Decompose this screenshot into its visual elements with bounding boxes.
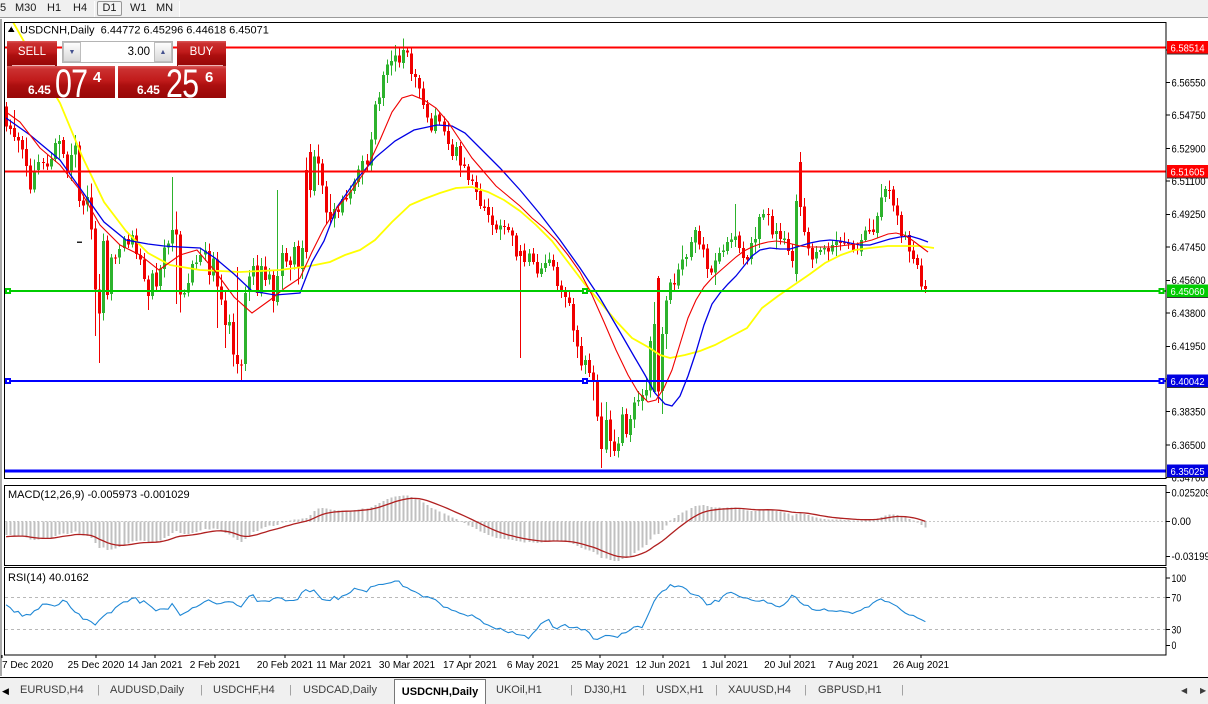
svg-text:6.40042: 6.40042 bbox=[1171, 376, 1205, 388]
svg-text:6 May 2021: 6 May 2021 bbox=[507, 660, 560, 671]
svg-text:6.45060: 6.45060 bbox=[1171, 286, 1205, 298]
svg-text:17 Apr 2021: 17 Apr 2021 bbox=[443, 660, 497, 671]
svg-text:0.00: 0.00 bbox=[1172, 516, 1192, 528]
svg-text:7 Aug 2021: 7 Aug 2021 bbox=[828, 660, 879, 671]
svg-text:6.36500: 6.36500 bbox=[1172, 440, 1206, 452]
svg-text:USDCNH,Daily 6.44772 6.45296: USDCNH,Daily 6.44772 6.45296 6.44618 6.4… bbox=[20, 25, 269, 37]
svg-text:6.51605: 6.51605 bbox=[1171, 167, 1205, 179]
svg-text:7 Dec 2020: 7 Dec 2020 bbox=[2, 660, 54, 671]
svg-text:6.56550: 6.56550 bbox=[1172, 77, 1206, 89]
svg-text:RSI(14) 40.0162: RSI(14) 40.0162 bbox=[8, 572, 89, 584]
svg-text:6.49250: 6.49250 bbox=[1172, 209, 1206, 221]
svg-text:6.38350: 6.38350 bbox=[1172, 406, 1206, 418]
svg-text:20 Feb 2021: 20 Feb 2021 bbox=[257, 660, 314, 671]
svg-text:12 Jun 2021: 12 Jun 2021 bbox=[635, 660, 690, 671]
svg-text:6.51100: 6.51100 bbox=[1172, 176, 1206, 188]
svg-text:11 Mar 2021: 11 Mar 2021 bbox=[316, 660, 372, 671]
svg-text:6.45600: 6.45600 bbox=[1172, 275, 1206, 287]
svg-text:25 Dec 2020: 25 Dec 2020 bbox=[68, 660, 125, 671]
svg-text:6.47450: 6.47450 bbox=[1172, 242, 1206, 254]
svg-text:0: 0 bbox=[1172, 640, 1177, 652]
svg-text:6.35025: 6.35025 bbox=[1171, 466, 1205, 478]
svg-text:6.41950: 6.41950 bbox=[1172, 341, 1206, 353]
svg-text:6.54750: 6.54750 bbox=[1172, 110, 1206, 122]
svg-text:-0.031994: -0.031994 bbox=[1172, 551, 1208, 563]
svg-text:2 Feb 2021: 2 Feb 2021 bbox=[190, 660, 241, 671]
svg-text:1 Jul 2021: 1 Jul 2021 bbox=[702, 660, 749, 671]
svg-text:6.58514: 6.58514 bbox=[1171, 43, 1205, 55]
svg-text:26 Aug 2021: 26 Aug 2021 bbox=[893, 660, 950, 671]
svg-text:0.025209: 0.025209 bbox=[1172, 487, 1208, 499]
svg-text:MACD(12,26,9) -0.005973 -0.001: MACD(12,26,9) -0.005973 -0.001029 bbox=[8, 489, 190, 501]
svg-text:20 Jul 2021: 20 Jul 2021 bbox=[764, 660, 816, 671]
svg-text:100: 100 bbox=[1172, 573, 1187, 585]
svg-text:6.43800: 6.43800 bbox=[1172, 308, 1206, 320]
svg-text:30 Mar 2021: 30 Mar 2021 bbox=[379, 660, 436, 671]
svg-text:14 Jan 2021: 14 Jan 2021 bbox=[127, 660, 182, 671]
svg-text:6.52900: 6.52900 bbox=[1172, 143, 1206, 155]
svg-text:30: 30 bbox=[1172, 624, 1182, 636]
svg-text:25 May 2021: 25 May 2021 bbox=[571, 660, 629, 671]
svg-text:70: 70 bbox=[1172, 593, 1182, 605]
